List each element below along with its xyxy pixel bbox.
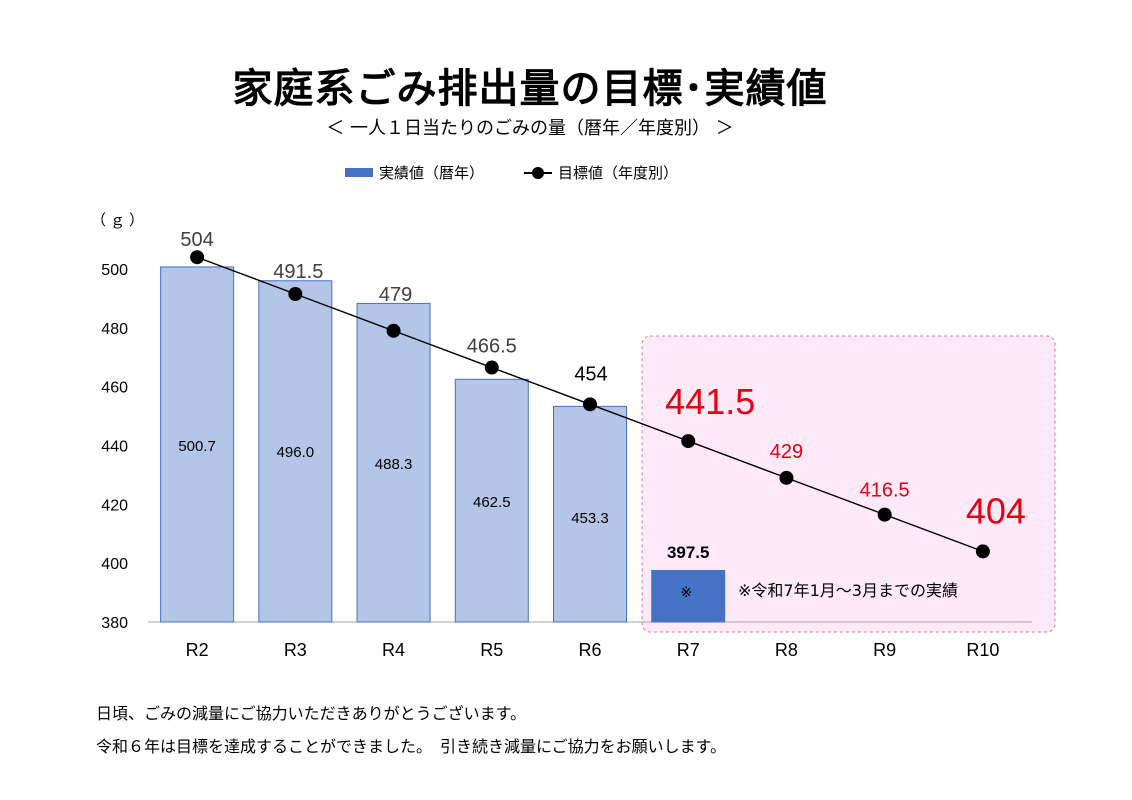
x-tick-label: R3 — [284, 640, 307, 660]
r7-note: ※令和7年1月～3月までの実績 — [738, 581, 958, 600]
y-tick-label: 420 — [101, 497, 128, 514]
target-value-label: 504 — [180, 229, 213, 251]
target-marker-R8 — [779, 470, 794, 485]
target-marker-R2 — [190, 250, 205, 265]
y-axis-unit: （ｇ） — [91, 211, 149, 229]
y-tick-label: 500 — [101, 262, 128, 279]
chart-title: 家庭系ごみ排出量の目標･実績値 — [232, 66, 828, 112]
y-tick-label: 400 — [101, 556, 128, 573]
x-tick-label: R9 — [873, 640, 896, 660]
target-marker-R4 — [386, 323, 401, 338]
bar-value-label: 453.3 — [571, 510, 609, 527]
target-marker-R5 — [484, 360, 499, 375]
target-value-label: 479 — [379, 284, 412, 306]
x-tick-label: R6 — [578, 640, 601, 660]
bar-R3 — [258, 280, 333, 623]
legend-label-actual: 実績値（暦年） — [379, 164, 485, 182]
target-value-label: 454 — [574, 363, 607, 385]
target-value-label: 416.5 — [860, 480, 910, 502]
highlight-region — [641, 335, 1056, 633]
target-marker-R6 — [583, 397, 597, 412]
x-tick-label: R4 — [382, 640, 405, 660]
x-tick-label: R10 — [966, 640, 999, 660]
x-tick-label: R8 — [775, 640, 798, 660]
bar-R5 — [454, 378, 529, 623]
footer-line-1: 日頃、ごみの減量にご協力いただきありがとうございます。 — [96, 704, 527, 723]
target-marker-R7 — [681, 434, 696, 449]
target-marker-R9 — [877, 507, 892, 522]
legend-label-target: 目標値（年度別） — [558, 164, 679, 182]
target-marker-R10 — [975, 544, 990, 559]
chart-legend: 実績値（暦年） 目標値（年度別） — [345, 162, 678, 183]
bar-note-mark: ※ — [680, 585, 692, 601]
x-tick-label: R7 — [677, 640, 700, 660]
legend-item-actual: 実績値（暦年） — [345, 162, 484, 183]
y-tick-label: 440 — [101, 439, 128, 456]
footer-line-2: 令和６年は目標を達成することができました。 引き続き減量にご協力をお願いします。 — [96, 737, 727, 756]
legend-bar-swatch — [345, 168, 373, 177]
x-tick-label: R2 — [186, 640, 209, 660]
legend-line-swatch — [524, 166, 553, 179]
bar-R7 — [651, 570, 726, 623]
bar-value-label: 397.5 — [667, 543, 710, 562]
bar-R2 — [160, 266, 235, 623]
chart-subtitle: ＜ 一人１日当たりのごみの量（暦年／年度別） ＞ — [326, 118, 734, 139]
bar-R4 — [356, 302, 431, 623]
x-tick-label: R5 — [480, 640, 503, 660]
y-tick-label: 380 — [101, 615, 128, 632]
target-value-label: 466.5 — [467, 336, 517, 358]
bar-value-label: 462.5 — [473, 494, 511, 511]
legend-item-target: 目標値（年度別） — [524, 162, 678, 183]
target-marker-R3 — [288, 287, 303, 302]
bar-value-label: 496.0 — [277, 444, 315, 461]
y-tick-label: 480 — [101, 321, 128, 338]
target-value-label: 491.5 — [273, 261, 323, 283]
target-value-label: 429 — [770, 441, 803, 463]
target-value-label: 404 — [966, 490, 1026, 531]
bar-value-label: 488.3 — [375, 456, 413, 473]
y-tick-label: 460 — [101, 380, 128, 397]
bar-value-label: 500.7 — [178, 438, 216, 455]
target-value-label: 441.5 — [665, 381, 755, 422]
